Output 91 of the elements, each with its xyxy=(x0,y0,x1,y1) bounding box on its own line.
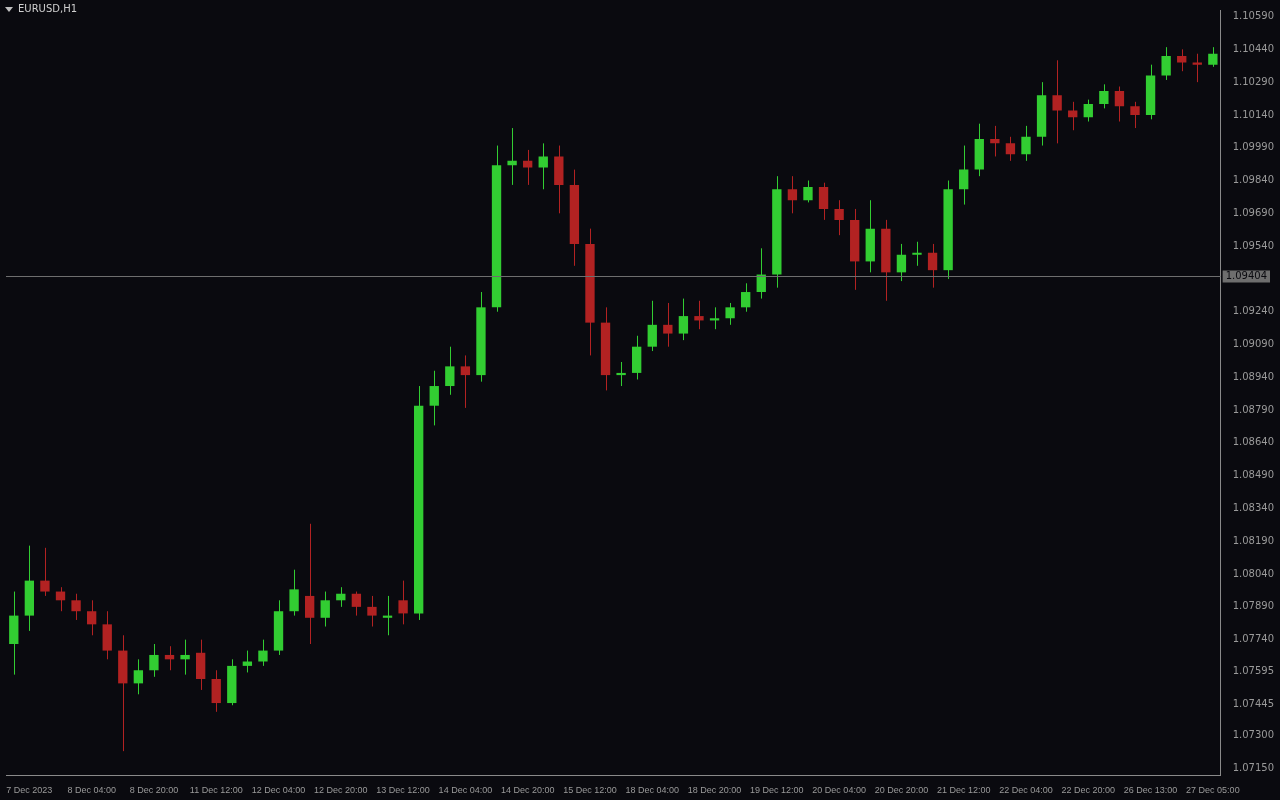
candlestick xyxy=(678,298,689,341)
y-tick-label: 1.07595 xyxy=(1232,664,1275,676)
candlestick xyxy=(647,300,657,352)
candlestick xyxy=(694,300,704,330)
y-tick-label: 1.08190 xyxy=(1232,534,1275,546)
candlestick xyxy=(258,639,268,667)
candlestick xyxy=(71,593,81,621)
y-tick-label: 1.08340 xyxy=(1232,502,1275,514)
candlestick xyxy=(741,282,751,313)
candlestick xyxy=(616,361,626,387)
candlestick xyxy=(663,302,673,348)
candlestick xyxy=(1192,53,1202,83)
x-tick-label: 22 Dec 20:00 xyxy=(1061,785,1116,796)
candlestick xyxy=(445,346,455,396)
candlestick xyxy=(1130,101,1140,129)
candlestick xyxy=(959,145,969,206)
x-tick-label: 8 Dec 04:00 xyxy=(67,785,116,796)
x-tick-label: 18 Dec 20:00 xyxy=(687,785,742,796)
candlestick xyxy=(320,591,330,628)
y-tick-label: 1.09240 xyxy=(1232,305,1275,317)
candlestick xyxy=(1114,86,1125,122)
y-tick-label: 1.08490 xyxy=(1232,469,1275,481)
y-tick-label: 1.09990 xyxy=(1232,141,1275,153)
x-tick-label: 20 Dec 20:00 xyxy=(874,785,929,796)
candlestick xyxy=(709,306,720,330)
x-tick-label: 20 Dec 04:00 xyxy=(812,785,866,796)
y-tick-label: 1.08940 xyxy=(1232,370,1275,382)
candlestick xyxy=(149,643,159,678)
candlestick xyxy=(507,127,517,186)
candlestick xyxy=(1083,99,1093,122)
candlestick xyxy=(398,580,408,625)
y-tick-label: 1.08040 xyxy=(1232,567,1275,579)
candlestick xyxy=(86,599,97,636)
y-tick-label: 1.07740 xyxy=(1232,633,1275,645)
candlestick xyxy=(990,125,1000,157)
candlestick xyxy=(912,241,922,267)
y-tick-label: 1.10140 xyxy=(1232,108,1275,120)
candlestick xyxy=(429,370,439,426)
candlestick xyxy=(538,142,548,190)
x-tick-label: 19 Dec 12:00 xyxy=(750,785,804,796)
x-tick-label: 22 Dec 04:00 xyxy=(999,785,1053,796)
y-tick-label: 1.09690 xyxy=(1232,206,1275,218)
x-tick-label: 18 Dec 04:00 xyxy=(625,785,680,796)
candlestick xyxy=(927,243,938,289)
candlestick xyxy=(133,658,144,695)
ref-line-label: 1.09404 xyxy=(1225,270,1268,282)
y-tick-label: 1.08640 xyxy=(1232,436,1275,448)
candlestick xyxy=(351,591,362,617)
y-tick-label: 1.10440 xyxy=(1232,42,1275,54)
candlestick xyxy=(289,569,299,617)
candlestick xyxy=(180,639,190,676)
candlestick xyxy=(304,523,315,645)
candlestick xyxy=(1021,125,1031,162)
candlestick xyxy=(1052,59,1062,144)
candlestick xyxy=(725,302,735,326)
x-tick-label: 13 Dec 12:00 xyxy=(376,785,430,796)
y-tick-label: 1.07890 xyxy=(1232,600,1275,612)
x-tick-label: 27 Dec 05:00 xyxy=(1186,785,1240,796)
x-tick-label: 15 Dec 12:00 xyxy=(563,785,617,796)
y-tick-label: 1.10290 xyxy=(1232,75,1275,87)
x-tick-label: 26 Dec 13:00 xyxy=(1123,785,1178,796)
candlestick xyxy=(367,595,377,628)
y-tick-label: 1.07445 xyxy=(1232,697,1275,709)
y-tick-label: 1.07300 xyxy=(1232,729,1275,741)
candlestick xyxy=(1005,136,1016,162)
x-tick-label: 11 Dec 12:00 xyxy=(189,785,243,796)
candlestick xyxy=(818,182,829,221)
candlestick xyxy=(460,354,471,409)
x-tick-label: 21 Dec 12:00 xyxy=(936,785,991,796)
candlestick xyxy=(1099,83,1109,109)
candlestick xyxy=(787,175,798,214)
x-tick-label: 12 Dec 20:00 xyxy=(314,785,368,796)
x-tick-label: 14 Dec 04:00 xyxy=(438,785,493,796)
y-tick-label: 1.07150 xyxy=(1232,762,1275,774)
chart-title: EURUSD,H1 xyxy=(18,3,78,14)
y-tick-label: 1.08790 xyxy=(1232,403,1275,415)
candlestick xyxy=(40,547,50,597)
x-tick-label: 14 Dec 20:00 xyxy=(500,785,555,796)
candlestick xyxy=(834,199,844,236)
y-tick-label: 1.09090 xyxy=(1232,338,1275,350)
x-tick-label: 12 Dec 04:00 xyxy=(251,785,306,796)
y-tick-label: 1.09540 xyxy=(1232,239,1275,251)
y-tick-label: 1.09840 xyxy=(1232,174,1275,186)
x-tick-label: 7 Dec 2023 xyxy=(6,785,53,796)
candlestick xyxy=(1161,46,1171,81)
candlestick xyxy=(382,595,393,636)
candlestick xyxy=(803,180,813,203)
x-tick-label: 8 Dec 20:00 xyxy=(129,785,179,796)
candlestick xyxy=(896,243,907,282)
candlestick xyxy=(1208,46,1218,68)
y-tick-label: 1.10590 xyxy=(1232,10,1275,22)
